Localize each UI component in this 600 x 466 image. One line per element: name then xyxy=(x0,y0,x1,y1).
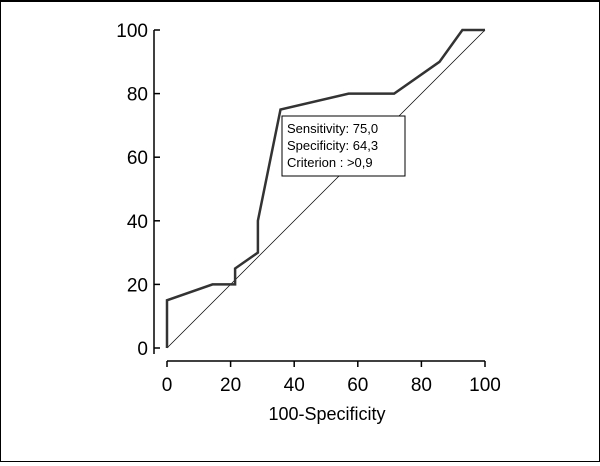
annotation-box xyxy=(281,115,406,177)
criterion-annotation: Sensitivity: 75,0 Specificity: 64,3 Crit… xyxy=(281,115,406,177)
x-tick-label-40: 40 xyxy=(284,375,305,396)
y-tick-label-40: 40 xyxy=(127,212,148,233)
x-tick-label-60: 60 xyxy=(347,375,368,396)
roc-curve xyxy=(165,28,485,348)
x-tick-label-0: 0 xyxy=(162,375,173,396)
annotation-sensitivity: Sensitivity: 75,0 xyxy=(287,121,378,136)
x-axis-title: 100-Specificity xyxy=(268,404,385,424)
annotation-criterion: Criterion : >0,9 xyxy=(287,155,373,170)
x-tick-label-20: 20 xyxy=(220,375,241,396)
y-tick-label-100: 100 xyxy=(116,21,148,42)
annotation-specificity: Specificity: 64,3 xyxy=(287,138,378,153)
y-tick-label-20: 20 xyxy=(127,275,148,296)
y-tick-label-60: 60 xyxy=(127,148,148,169)
x-tick-label-80: 80 xyxy=(411,375,432,396)
reference-diagonal-line xyxy=(166,29,486,349)
y-tick-label-0: 0 xyxy=(137,339,148,360)
y-tick-label-80: 80 xyxy=(127,85,148,106)
x-tick-label-100: 100 xyxy=(469,375,501,396)
